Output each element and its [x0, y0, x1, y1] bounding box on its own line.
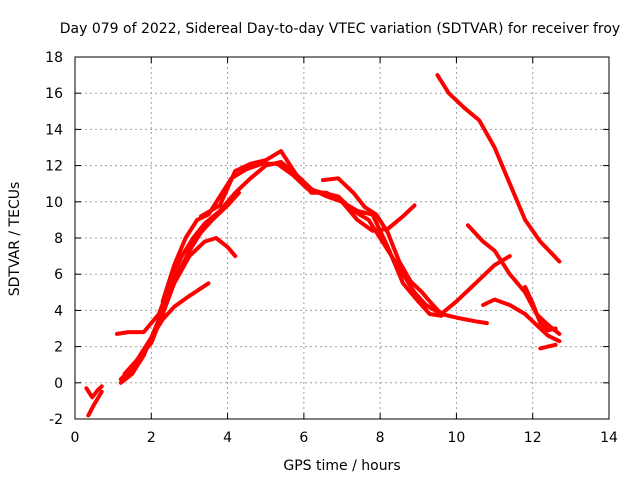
x-tick-label: 0 [71, 430, 80, 446]
series-line-s14 [538, 342, 558, 351]
grid-lines [75, 57, 609, 419]
x-tick-label: 8 [376, 430, 385, 446]
x-tick-label: 12 [524, 430, 542, 446]
y-tick-label: 6 [54, 267, 63, 283]
series-line-s6 [115, 160, 417, 336]
x-tick-label: 10 [448, 430, 466, 446]
data-series [84, 73, 562, 418]
y-tick-label: 16 [45, 86, 63, 102]
chart-title: Day 079 of 2022, Sidereal Day-to-day VTE… [60, 21, 620, 37]
series-line-s13 [523, 284, 558, 333]
x-tick-label: 4 [223, 430, 232, 446]
y-tick-label: 18 [45, 50, 63, 66]
y-tick-label: 12 [45, 159, 63, 175]
series-line-s1 [86, 389, 104, 418]
series-line-s8 [198, 149, 444, 318]
y-tick-label: 2 [54, 340, 63, 356]
axis-ticks: 0 2 4 6 8 10 12 14 -2 0 2 4 6 8 10 12 14 16 18 [45, 50, 618, 446]
x-axis-label: GPS time / hours [283, 458, 400, 474]
y-tick-label: 14 [45, 122, 63, 138]
series-line-s11 [465, 223, 562, 336]
y-tick-label: 8 [54, 231, 63, 247]
x-tick-label: 6 [299, 430, 308, 446]
series-line-s9 [320, 176, 512, 316]
series-line-s12 [481, 297, 562, 344]
y-tick-label: 4 [54, 303, 63, 319]
y-axis-label: SDTVAR / TECUs [7, 182, 23, 297]
series-line-s10 [435, 73, 562, 264]
series-line-s7 [160, 161, 489, 326]
x-tick-label: 2 [147, 430, 156, 446]
y-tick-label: 10 [45, 195, 63, 211]
series-line-s2 [84, 384, 104, 400]
y-tick-label: -2 [49, 412, 63, 428]
x-tick-label: 14 [600, 430, 618, 446]
y-tick-label: 0 [54, 376, 63, 392]
